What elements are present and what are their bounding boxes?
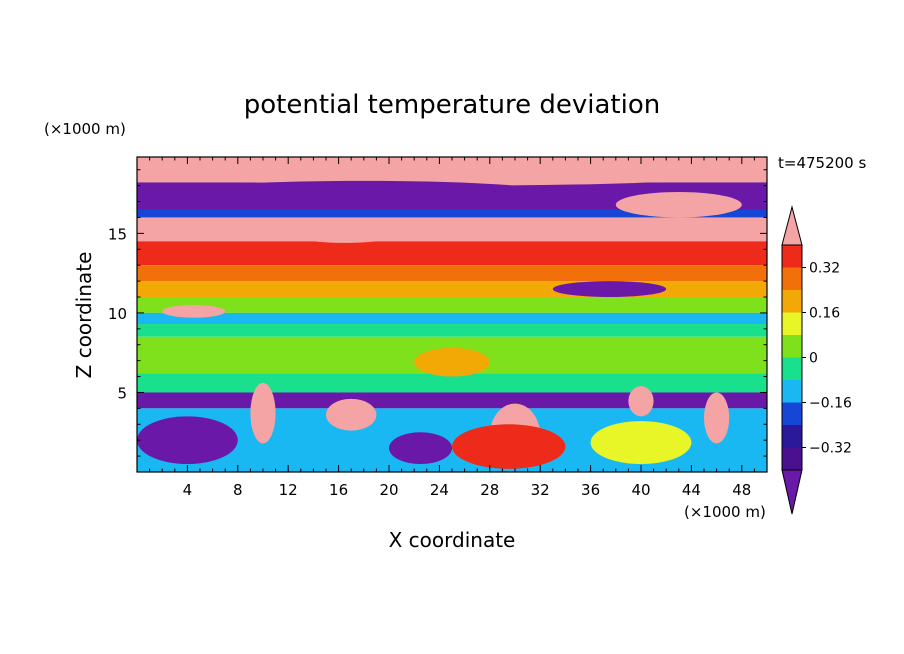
contour-feature-15 xyxy=(389,432,452,465)
y-axis-unit: (×1000 m) xyxy=(44,120,126,138)
contour-layer-7 xyxy=(137,297,767,313)
contour-layer-12 xyxy=(137,392,767,409)
contour-feature-14 xyxy=(590,421,692,465)
time-label: t=475200 s xyxy=(778,154,866,172)
contour-layer-6 xyxy=(137,281,767,297)
y-axis-label: Z coordinate xyxy=(72,252,96,379)
contour-layer-5 xyxy=(137,265,767,282)
contour-feature-13 xyxy=(137,416,238,465)
contour-layer-3 xyxy=(137,217,767,242)
contour-feature-2 xyxy=(615,192,742,218)
contour-layer-11 xyxy=(137,373,767,393)
x-tick-label: 40 xyxy=(631,481,650,499)
contour-feature-5 xyxy=(162,304,226,318)
chart-title: potential temperature deviation xyxy=(244,90,660,120)
x-tick-label: 16 xyxy=(329,481,348,499)
x-tick-label: 12 xyxy=(279,481,298,499)
contour-feature-11 xyxy=(628,386,654,417)
contour-feature-12 xyxy=(704,392,730,444)
x-tick-label: 48 xyxy=(732,481,751,499)
colorbar-segment xyxy=(782,245,802,268)
x-tick-label: 20 xyxy=(379,481,398,499)
colorbar-segment xyxy=(782,425,802,448)
colorbar xyxy=(781,205,803,515)
x-axis-unit: (×1000 m) xyxy=(684,503,766,521)
x-tick-label: 32 xyxy=(531,481,550,499)
contour-feature-4 xyxy=(552,281,667,297)
colorbar-labels: 0.32 0.16 0 −0.16 −0.32 xyxy=(802,261,852,457)
x-tick-label: 44 xyxy=(682,481,701,499)
contour-feature-3 xyxy=(288,223,402,243)
y-axis-ticks: 5 10 15 xyxy=(108,169,767,457)
colorbar-under-triangle xyxy=(781,469,803,515)
colorbar-tick-label: 0.32 xyxy=(809,261,840,277)
colorbar-segment xyxy=(782,290,802,313)
contour-layer-9 xyxy=(137,324,767,337)
colorbar-segment xyxy=(782,447,802,470)
y-tick-label: 15 xyxy=(108,225,127,243)
x-tick-label: 24 xyxy=(430,481,449,499)
colorbar-segment xyxy=(782,312,802,335)
colorbar-over-triangle xyxy=(781,205,803,246)
y-tick-label: 5 xyxy=(117,384,127,402)
x-tick-label: 28 xyxy=(480,481,499,499)
x-tick-label: 8 xyxy=(233,481,243,499)
colorbar-tick-label: 0 xyxy=(809,351,818,367)
colorbar-tick-label: 0.16 xyxy=(809,306,840,322)
colorbar-segment xyxy=(782,357,802,380)
plot-area xyxy=(137,157,767,472)
colorbar-segment xyxy=(782,267,802,290)
contour-feature-6 xyxy=(414,347,490,377)
colorbar-tick-label: −0.32 xyxy=(809,441,852,457)
contour-layer-2 xyxy=(137,209,767,218)
y-tick-label: 10 xyxy=(108,305,127,323)
contour-feature-8 xyxy=(452,424,566,469)
colorbar-tick-label: −0.16 xyxy=(809,396,852,412)
contour-feature-10 xyxy=(250,382,276,444)
contour-layer-8 xyxy=(137,312,767,325)
colorbar-segment xyxy=(782,335,802,358)
contour-feature-1 xyxy=(174,180,553,205)
contour-feature-9 xyxy=(326,398,377,431)
contour-layer-4 xyxy=(137,241,767,266)
x-tick-label: 36 xyxy=(581,481,600,499)
x-axis-ticks: 4 8 12 16 20 24 28 32 36 40 44 48 xyxy=(149,157,755,499)
contour-feature-0 xyxy=(137,157,767,186)
x-axis-label: X coordinate xyxy=(389,528,516,552)
x-tick-label: 4 xyxy=(183,481,193,499)
colorbar-segment xyxy=(782,380,802,403)
colorbar-segment xyxy=(782,402,802,425)
